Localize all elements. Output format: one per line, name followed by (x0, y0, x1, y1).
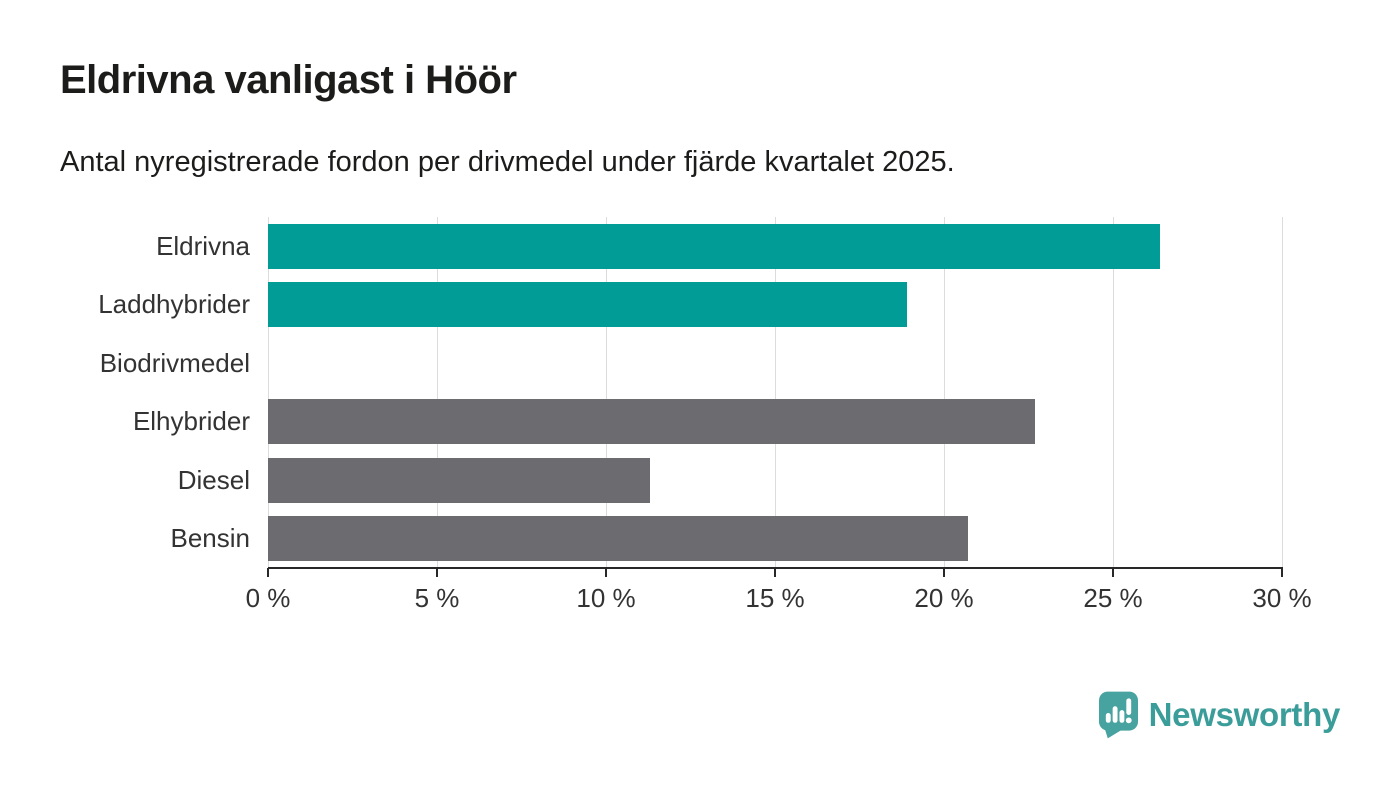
bar-eldrivna (268, 223, 1161, 269)
plot-area: 0 % 5 % 10 % 15 % 20 % 25 % 30 % (246, 217, 1312, 613)
category-label-laddhybrider: Laddhybrider (98, 289, 250, 320)
gridline (1113, 217, 1114, 568)
category-label-elhybrider: Elhybrider (132, 406, 250, 437)
x-axis-tick-label: 15 % (745, 583, 805, 613)
x-axis-tick (774, 568, 776, 577)
category-label-eldrivna: Eldrivna (156, 230, 250, 261)
category-label-bensin: Bensin (170, 523, 251, 554)
y-axis-labels: Eldrivna Laddhybrider Biodrivmedel Elhybrid… (0, 217, 250, 568)
gridline (1282, 217, 1283, 568)
bar-diesel (268, 457, 650, 503)
x-axis-tick-label: 20 % (914, 583, 974, 613)
x-axis-tick (436, 568, 438, 577)
x-axis-tick (1112, 568, 1114, 577)
chart-title: Eldrivna vanligast i Höör (60, 58, 517, 102)
category-label-biodrivmedel: Biodrivmedel (99, 347, 250, 378)
bar-elhybrider (268, 399, 1036, 445)
x-axis-tick (267, 568, 269, 577)
newsworthy-logo-text: Newsworthy (1148, 696, 1341, 733)
x-axis-tick (605, 568, 607, 577)
x-axis-tick-label: 25 % (1083, 583, 1143, 613)
x-axis-tick-label: 5 % (414, 583, 460, 613)
bar-bensin (268, 516, 968, 562)
category-label-diesel: Diesel (177, 464, 250, 495)
newsworthy-logo: Newsworthy (1098, 690, 1341, 740)
chart-subtitle: Antal nyregistrerade fordon per drivmede… (60, 146, 955, 178)
gridline (437, 217, 438, 568)
gridline (606, 217, 607, 568)
gridline (775, 217, 776, 568)
x-axis-tick-label: 30 % (1252, 583, 1312, 613)
gridline (944, 217, 945, 568)
x-axis-tick (943, 568, 945, 577)
bar-laddhybrider (268, 282, 907, 328)
x-axis-tick-label: 10 % (576, 583, 636, 613)
bars (268, 217, 1282, 568)
newsworthy-logo-icon (1098, 691, 1138, 739)
x-axis-tick-label: 0 % (245, 583, 291, 613)
gridline (268, 217, 269, 568)
x-axis-tick (1281, 568, 1283, 577)
